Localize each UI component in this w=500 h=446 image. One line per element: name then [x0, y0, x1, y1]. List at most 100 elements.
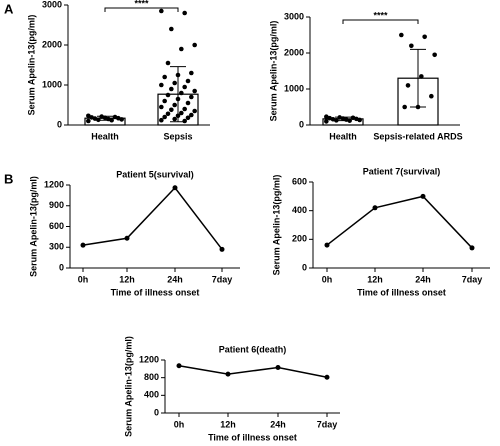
significance-label: **** — [134, 0, 149, 8]
data-point — [80, 242, 86, 248]
x-tick-label: 24h — [270, 419, 286, 429]
y-tick-label: 800 — [144, 372, 159, 382]
y-tick-label: 0 — [302, 262, 307, 272]
y-tick-label: 400 — [292, 205, 307, 215]
data-point — [172, 116, 177, 122]
data-point — [324, 119, 329, 124]
data-point — [324, 114, 329, 120]
data-point — [185, 78, 191, 84]
data-point — [324, 374, 330, 380]
data-point — [275, 365, 281, 371]
x-tick-label: Health — [91, 131, 119, 141]
chart-title: Patient 5(survival) — [116, 169, 194, 179]
x-tick-label: 0h — [174, 419, 185, 429]
line — [178, 365, 328, 378]
data-point — [405, 83, 411, 88]
data-point — [402, 104, 407, 110]
data-point — [372, 205, 378, 211]
significance-bracket — [104, 7, 179, 12]
y-tick-label: 600 — [292, 176, 307, 186]
chart-title: Patient 7(survival) — [363, 166, 441, 176]
y-tick-label: 3000 — [284, 11, 304, 21]
data-point — [99, 114, 104, 119]
data-point — [182, 84, 187, 90]
data-point — [419, 74, 424, 79]
x-tick-label: 7day — [212, 274, 233, 284]
x-axis-label: Time of illness onset — [357, 287, 446, 297]
data-point — [162, 114, 167, 120]
data-point — [172, 102, 177, 108]
y-tick-label: 300 — [49, 242, 64, 252]
data-point — [219, 246, 225, 252]
panel-label: A — [4, 1, 14, 16]
line — [326, 195, 473, 249]
y-axis-label: Serum Apelin-13(pg/ml) — [268, 21, 278, 122]
data-point — [162, 74, 167, 80]
y-tick-label: 1200 — [139, 354, 159, 364]
data-point — [225, 371, 231, 377]
data-point — [350, 115, 356, 121]
data-point — [182, 118, 187, 124]
data-point — [399, 32, 404, 38]
data-point — [189, 94, 194, 100]
data-point — [176, 363, 182, 369]
data-point — [179, 110, 184, 116]
data-point — [175, 72, 181, 78]
x-tick-label: Health — [329, 131, 357, 141]
y-tick-label: 2000 — [42, 39, 62, 49]
data-point — [169, 26, 174, 32]
y-tick-label: 400 — [144, 390, 159, 400]
y-tick-label: 0 — [154, 407, 159, 417]
x-tick-label: 12h — [220, 419, 236, 429]
y-tick-label: 1000 — [42, 79, 62, 89]
data-point — [124, 235, 130, 241]
y-tick-label: 0 — [59, 262, 64, 272]
y-axis-label: Serum Apelin-13(pg/ml) — [123, 336, 133, 437]
x-tick-label: 24h — [167, 274, 183, 284]
data-point — [165, 60, 171, 66]
data-point — [422, 34, 427, 40]
data-point — [185, 115, 191, 121]
y-tick-label: 1200 — [44, 179, 64, 189]
data-point — [432, 52, 437, 58]
y-tick-label: 1000 — [284, 83, 304, 93]
data-point — [159, 8, 164, 14]
y-axis-label: Serum Apelin-13(pg/ml) — [271, 175, 281, 276]
panel-label: B — [4, 171, 13, 186]
data-point — [175, 113, 181, 119]
data-point — [185, 100, 191, 106]
x-tick-label: 12h — [367, 274, 383, 284]
data-point — [182, 106, 187, 112]
data-point — [159, 82, 164, 88]
y-tick-label: 2000 — [284, 47, 304, 57]
data-point — [162, 98, 167, 104]
data-point — [189, 70, 194, 76]
data-point — [112, 114, 118, 120]
data-point — [165, 111, 171, 117]
line — [82, 186, 223, 250]
x-tick-label: 0h — [78, 274, 89, 284]
y-tick-label: 900 — [49, 200, 64, 210]
data-point — [172, 185, 178, 191]
x-tick-label: 7day — [462, 274, 483, 284]
x-tick-label: Sepsis-related ARDS — [373, 131, 462, 141]
data-point — [86, 118, 91, 124]
data-point — [192, 42, 197, 48]
y-tick-label: 3000 — [42, 0, 62, 9]
y-tick-label: 600 — [49, 221, 64, 231]
data-point — [179, 90, 184, 96]
data-point — [165, 92, 171, 98]
significance-label: **** — [373, 10, 388, 20]
chart-title: Patient 6(death) — [219, 344, 287, 354]
data-point — [189, 112, 194, 118]
y-tick-label: 0 — [299, 119, 304, 129]
x-tick-label: 7day — [317, 419, 338, 429]
data-point — [159, 117, 164, 123]
x-tick-label: Sepsis — [163, 131, 192, 141]
data-point — [337, 115, 342, 120]
data-point — [169, 86, 174, 92]
data-point — [86, 113, 91, 119]
data-point — [159, 104, 164, 110]
x-tick-label: 12h — [119, 274, 135, 284]
